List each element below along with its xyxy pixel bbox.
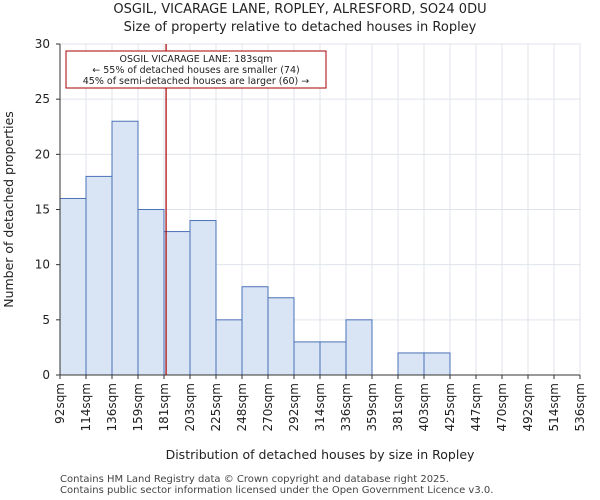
x-tick-label: 248sqm xyxy=(235,383,249,431)
bar xyxy=(163,231,191,376)
x-tick-label: 447sqm xyxy=(469,383,483,431)
bar xyxy=(137,209,165,376)
bar xyxy=(215,319,243,376)
chart-subtitle: Size of property relative to detached ho… xyxy=(123,20,477,35)
bar xyxy=(59,197,87,376)
annotation-line-3: 45% of semi-detached houses are larger (… xyxy=(83,76,310,87)
annotation-line-2: ← 55% of detached houses are smaller (74… xyxy=(92,65,299,76)
x-tick-label: 314sqm xyxy=(313,383,327,431)
y-tick-label: 5 xyxy=(42,313,50,327)
bar xyxy=(293,341,321,376)
bar xyxy=(189,220,217,376)
footer-line-2: Contains public sector information licen… xyxy=(60,485,494,496)
x-tick-label: 470sqm xyxy=(495,383,509,431)
x-tick-label: 270sqm xyxy=(261,383,275,431)
bar xyxy=(111,120,139,376)
chart-title: OSGIL, VICARAGE LANE, ROPLEY, ALRESFORD,… xyxy=(113,2,487,17)
x-tick-label: 359sqm xyxy=(365,383,379,431)
bar xyxy=(423,352,451,376)
bar xyxy=(397,352,425,376)
x-tick-label: 403sqm xyxy=(417,383,431,431)
bar xyxy=(319,341,347,376)
annotation-line-1: OSGIL VICARAGE LANE: 183sqm xyxy=(119,54,272,65)
y-tick-label: 10 xyxy=(35,258,50,272)
y-tick-label: 30 xyxy=(35,37,50,51)
x-tick-label: 492sqm xyxy=(521,383,535,431)
x-axis-label: Distribution of detached houses by size … xyxy=(166,447,475,462)
x-tick-label: 336sqm xyxy=(339,383,353,431)
x-tick-label: 225sqm xyxy=(209,383,223,431)
x-tick-label: 381sqm xyxy=(391,383,405,431)
bar xyxy=(241,286,269,376)
x-tick-label: 425sqm xyxy=(443,383,457,431)
x-tick-label: 114sqm xyxy=(79,383,93,431)
footer-line-1: Contains HM Land Registry data © Crown c… xyxy=(60,474,449,485)
y-tick-label: 0 xyxy=(42,368,50,382)
x-tick-label: 203sqm xyxy=(183,383,197,431)
bar xyxy=(267,297,295,376)
y-tick-label: 25 xyxy=(35,92,50,106)
annotation-box xyxy=(65,50,327,89)
x-tick-label: 292sqm xyxy=(287,383,301,431)
x-tick-label: 536sqm xyxy=(573,383,587,431)
x-tick-label: 159sqm xyxy=(131,383,145,431)
y-tick-label: 15 xyxy=(35,203,50,217)
x-tick-label: 136sqm xyxy=(105,383,119,431)
x-tick-label: 181sqm xyxy=(157,383,171,431)
bar xyxy=(85,175,113,376)
x-tick-label: 514sqm xyxy=(547,383,561,431)
y-tick-label: 20 xyxy=(35,147,50,161)
y-axis-label: Number of detached properties xyxy=(1,111,16,308)
x-tick-label: 92sqm xyxy=(53,383,67,424)
bar xyxy=(345,319,373,376)
